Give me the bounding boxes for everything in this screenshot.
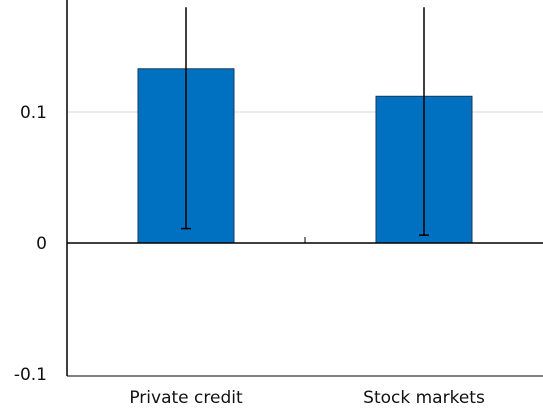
x-category-label: Stock markets	[363, 388, 485, 408]
labels: 0.1 0 -0.1 Private credit Stock markets	[14, 103, 485, 408]
y-tick-label: 0	[36, 234, 47, 254]
y-tick-label: 0.1	[20, 103, 47, 123]
x-category-label: Private credit	[129, 388, 243, 408]
y-tick-label: -0.1	[14, 365, 47, 385]
error-bars	[181, 7, 429, 236]
bars	[137, 68, 473, 244]
axes	[66, 0, 543, 377]
